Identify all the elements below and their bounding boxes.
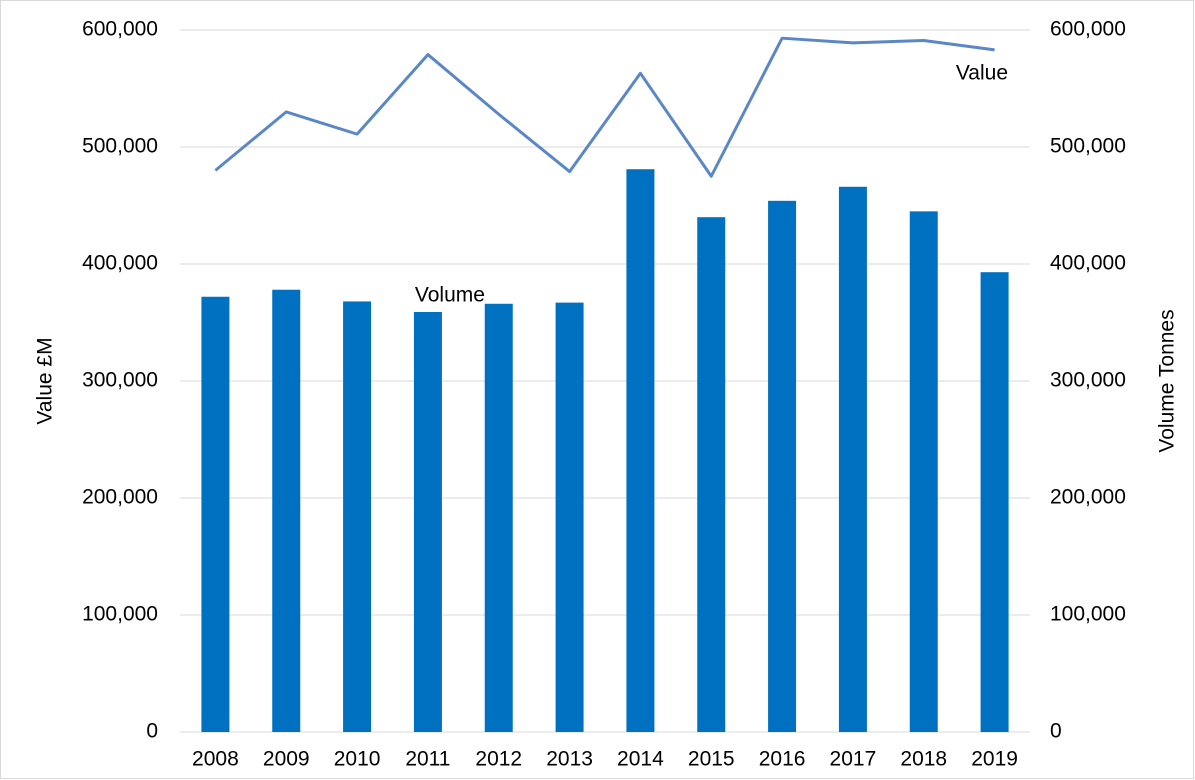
y2-tick-label: 400,000 xyxy=(1050,252,1126,275)
x-tick-label: 2010 xyxy=(334,748,381,771)
bar xyxy=(909,211,938,733)
x-tick-label: 2011 xyxy=(405,748,450,771)
y-axis-label: Value £M xyxy=(34,337,57,424)
bar xyxy=(343,301,372,732)
series-label: Volume xyxy=(415,284,485,307)
y2-tick-label: 300,000 xyxy=(1050,369,1126,392)
y-tick-label: 300,000 xyxy=(82,369,158,392)
x-tick-label: 2008 xyxy=(192,748,239,771)
x-tick-label: 2018 xyxy=(900,748,947,771)
bar xyxy=(555,302,584,732)
y2-axis-label: Volume Tonnes xyxy=(1156,309,1179,452)
bar xyxy=(980,272,1009,732)
bar xyxy=(838,186,867,732)
x-tick-label: 2015 xyxy=(688,748,735,771)
y2-tick-label: 0 xyxy=(1050,720,1062,743)
x-tick-label: 2009 xyxy=(263,748,310,771)
x-tick-label: 2013 xyxy=(546,748,593,771)
y2-tick-label: 600,000 xyxy=(1050,18,1126,41)
series-label: Value xyxy=(956,61,1008,84)
y-tick-label: 100,000 xyxy=(82,603,158,626)
y-tick-label: 600,000 xyxy=(82,18,158,41)
x-tick-label: 2014 xyxy=(617,748,664,771)
bar xyxy=(768,200,797,732)
x-tick-label: 2019 xyxy=(971,748,1018,771)
y2-tick-label: 100,000 xyxy=(1050,603,1126,626)
x-tick-label: 2016 xyxy=(759,748,806,771)
x-tick-label: 2012 xyxy=(475,748,522,771)
y2-tick-label: 500,000 xyxy=(1050,135,1126,158)
y-tick-label: 0 xyxy=(146,720,158,743)
y-tick-label: 500,000 xyxy=(82,135,158,158)
y-tick-label: 400,000 xyxy=(82,252,158,275)
bar xyxy=(697,217,726,732)
y-tick-label: 200,000 xyxy=(82,486,158,509)
y2-tick-label: 200,000 xyxy=(1050,486,1126,509)
line xyxy=(214,36,995,178)
bar xyxy=(413,311,442,732)
bar xyxy=(484,303,513,732)
x-tick-label: 2017 xyxy=(830,748,877,771)
bar xyxy=(626,169,655,733)
bar xyxy=(272,289,301,732)
bar xyxy=(201,296,230,732)
